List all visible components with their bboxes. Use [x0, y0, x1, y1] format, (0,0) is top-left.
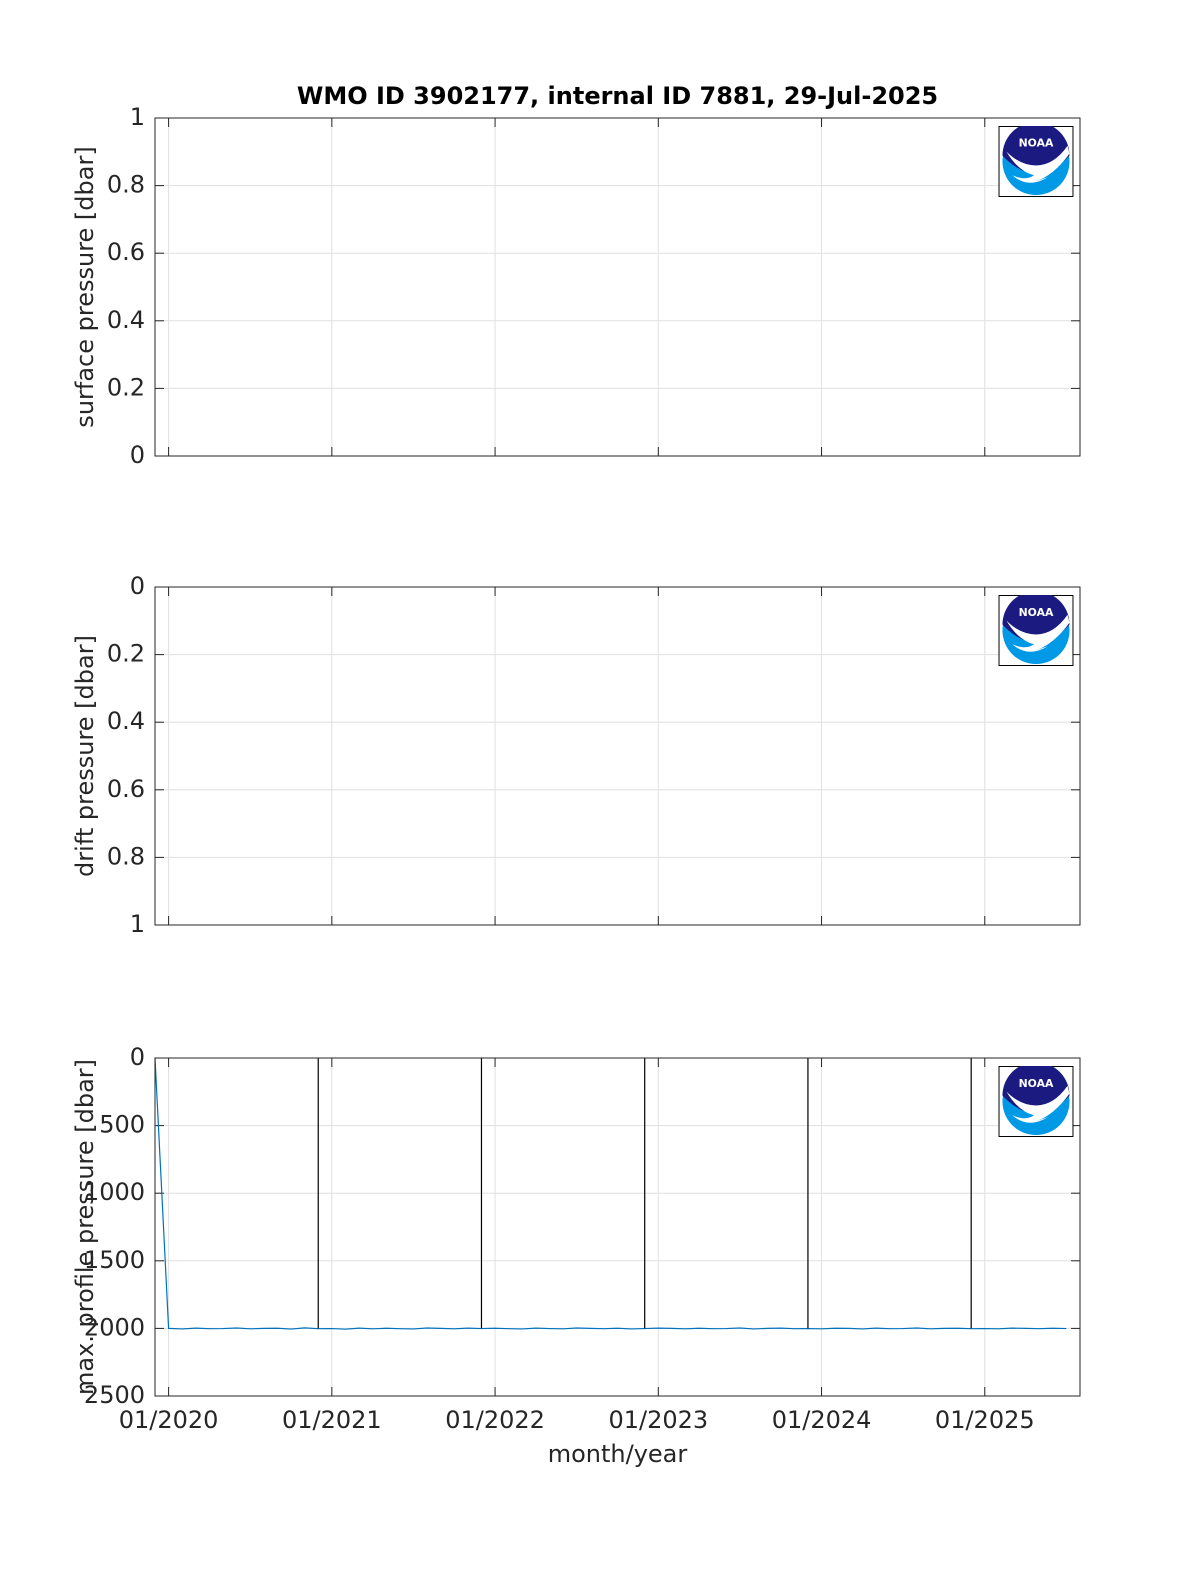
plot-area [155, 118, 1080, 456]
x-tick-label: 01/2020 [119, 1406, 219, 1434]
y-tick-label: 0.6 [107, 775, 145, 803]
x-tick-label: 01/2023 [608, 1406, 708, 1434]
y-tick-label: 0.2 [107, 373, 145, 401]
y-tick-label: 0.2 [107, 640, 145, 668]
y-tick-label: 500 [99, 1111, 145, 1139]
y-tick-label: 0.8 [107, 171, 145, 199]
x-tick-label: 01/2025 [935, 1406, 1035, 1434]
x-tick-label: 01/2024 [772, 1406, 872, 1434]
chart-title: WMO ID 3902177, internal ID 7881, 29-Jul… [297, 82, 938, 110]
y-tick-label: 0.8 [107, 842, 145, 870]
y-tick-label: 2500 [84, 1381, 145, 1409]
y-tick-label: 1500 [84, 1246, 145, 1274]
y-tick-label: 0.4 [107, 707, 145, 735]
subplot: 0 0.2 0.4 0.6 0.8 1 WMO ID 3902177, internal I… [71, 82, 1081, 469]
subplot: 0 0.2 0.4 0.6 0.8 1 drift pressure [dbar] [71, 572, 1081, 938]
logo [998, 595, 1074, 666]
plot-area [155, 1058, 1080, 1396]
y-tick-label: 2000 [84, 1313, 145, 1341]
y-tick-label: 0 [130, 441, 145, 469]
axes-box [154, 1057, 1081, 1397]
y-tick-label: 0.6 [107, 238, 145, 266]
logo [998, 126, 1074, 197]
y-tick-label: 1 [130, 103, 145, 131]
axes-box [154, 586, 1081, 926]
y-tick-label: 0 [130, 572, 145, 600]
y-axis-label: max. profile pressure [dbar] [71, 1059, 99, 1395]
subplot: 01/2020 01/2021 01/2022 01/2023 01/2024 01/20… [71, 1043, 1081, 1468]
y-axis-label: drift pressure [dbar] [71, 635, 99, 877]
logo [998, 1066, 1074, 1137]
y-axis-label: surface pressure [dbar] [71, 146, 99, 427]
x-tick-label: 01/2022 [445, 1406, 545, 1434]
plot-area [155, 587, 1080, 925]
y-tick-label: 0.4 [107, 306, 145, 334]
y-tick-label: 1000 [84, 1178, 145, 1206]
x-tick-label: 01/2021 [282, 1406, 382, 1434]
series-line [154, 1057, 1067, 1330]
x-axis-label: month/year [548, 1440, 688, 1468]
y-tick-label: 0 [130, 1043, 145, 1071]
y-tick-label: 1 [130, 910, 145, 938]
axes-box [154, 117, 1081, 457]
